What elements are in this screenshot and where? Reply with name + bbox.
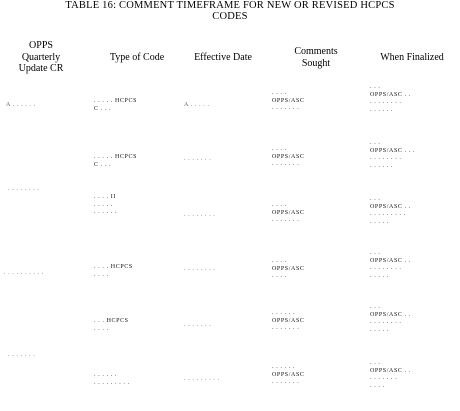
cell-finalized-row-2: . . . OPPS/ASC . . . . . . . . . . . . .… xyxy=(370,140,415,170)
cell-finalized-row-3-line-3: . . . . . . . . . xyxy=(370,211,406,217)
cell-type-row-6-line-1: . . . . . . xyxy=(94,372,118,378)
cell-type-row-2: . . . . . HCPCS C . . . xyxy=(94,154,137,169)
cell-opps-row-3: . . . . . . . . . . xyxy=(4,270,44,276)
cell-comments-row-2-line-2: OPPS/ASC xyxy=(272,153,305,160)
cell-effective-row-1: A . . . . . xyxy=(184,102,210,108)
cell-effective-row-4: . . . . . . . . xyxy=(184,266,216,272)
cell-comments-row-4-line-2: OPPS/ASC xyxy=(272,265,305,272)
cell-opps-row-2: . . . . . . . . xyxy=(8,186,40,192)
cell-finalized-row-1: . . . OPPS/ASC . . . . . . . . . . . . .… xyxy=(370,84,411,114)
cell-comments-row-6: . . . . . . OPPS/ASC . . . . . . . xyxy=(272,364,304,387)
cell-type-row-3-line-2: . . . . . xyxy=(94,201,113,208)
table-title-line-2: CODES xyxy=(212,11,248,22)
header-type-of-code: Type of Code xyxy=(109,52,165,63)
cell-comments-row-1-line-3: . . . . . . . xyxy=(272,105,300,111)
cell-comments-row-6-line-1: . . . . . . xyxy=(272,364,296,370)
cell-comments-row-4: . . . . OPPS/ASC . . . . xyxy=(272,258,304,281)
cell-comments-row-2-line-3: . . . . . . . xyxy=(272,161,300,167)
cell-finalized-row-5-line-2: OPPS/ASC . . xyxy=(370,311,411,318)
header-comments-line-2: Sought xyxy=(301,57,331,69)
cell-type-row-1-line-1: . . . . . HCPCS xyxy=(94,98,138,104)
cell-finalized-row-3-line-1: . . . xyxy=(370,196,381,202)
cell-type-row-4-line-2: . . . . xyxy=(94,271,109,278)
header-comments-sought: Comments Sought xyxy=(268,46,364,69)
header-opps-line-1: OPPS xyxy=(29,40,53,51)
cell-finalized-row-6-line-2: OPPS/ASC . . xyxy=(370,367,411,374)
cell-type-row-2-line-1: . . . . . HCPCS xyxy=(94,154,138,160)
header-effective-date: Effective Date xyxy=(194,52,252,63)
cell-finalized-row-3-line-4: . . . . . xyxy=(370,218,389,225)
cell-comments-row-1-line-1: . . . . xyxy=(272,90,287,96)
cell-effective-row-5: . . . . . . . xyxy=(184,322,212,328)
cell-finalized-row-3: . . . OPPS/ASC . . . . . . . . . . . . .… xyxy=(370,196,411,226)
header-opps-update-cr: OPPS Quarterly Update CR xyxy=(0,40,82,75)
cell-comments-row-5-line-3: . . . . . . . xyxy=(272,325,300,331)
cell-finalized-row-5-line-4: . . . . . xyxy=(370,326,389,333)
cell-comments-row-3-line-3: . . . . . . . xyxy=(272,217,300,223)
cell-comments-row-5-line-1: . . . . . . xyxy=(272,310,296,316)
cell-finalized-row-6-line-3: . . . . . . . xyxy=(370,375,398,381)
cell-finalized-row-5: . . . OPPS/ASC . . . . . . . . . . . . .… xyxy=(370,304,411,334)
cell-type-row-2-line-2: C . . . xyxy=(94,161,112,168)
cell-finalized-row-2-line-2: OPPS/ASC . . . xyxy=(370,147,416,154)
table-title: TABLE 16: COMMENT TIMEFRAME FOR NEW OR R… xyxy=(0,0,460,22)
cell-finalized-row-5-line-1: . . . xyxy=(370,304,381,310)
cell-finalized-row-3-line-2: OPPS/ASC . . xyxy=(370,203,411,210)
cell-effective-row-2: . . . . . . . xyxy=(184,156,212,162)
cell-type-row-1-line-2: C . . . xyxy=(94,105,112,112)
cell-finalized-row-6-line-1: . . . xyxy=(370,360,381,366)
cell-type-row-5-line-2: . . . . xyxy=(94,325,109,332)
cell-type-row-5: . . . HCPCS . . . . xyxy=(94,318,129,333)
cell-type-row-6-line-2: . . . . . . . . . xyxy=(94,379,130,386)
cell-finalized-row-4: . . . OPPS/ASC . . . . . . . . . . . . .… xyxy=(370,250,411,280)
cell-finalized-row-2-line-1: . . . xyxy=(370,140,381,146)
header-comments-line-1: Comments xyxy=(294,46,338,57)
cell-finalized-row-4-line-2: OPPS/ASC . . xyxy=(370,257,411,264)
cell-finalized-row-4-line-1: . . . xyxy=(370,250,381,256)
cell-type-row-4: . . . . HCPCS . . . . xyxy=(94,264,133,279)
cell-comments-row-1: . . . . OPPS/ASC . . . . . . . xyxy=(272,90,304,113)
cell-effective-row-6: . . . . . . . . . xyxy=(184,376,220,382)
cell-finalized-row-6: . . . OPPS/ASC . . . . . . . . . . . . . xyxy=(370,360,411,390)
cell-finalized-row-4-line-4: . . . . . xyxy=(370,272,389,279)
cell-comments-row-3-line-2: OPPS/ASC xyxy=(272,209,305,216)
cell-finalized-row-2-line-4: . . . . . . xyxy=(370,162,394,169)
cell-finalized-row-1-line-2: OPPS/ASC . . xyxy=(370,91,411,98)
header-when-finalized: When Finalized xyxy=(380,52,444,63)
cell-type-row-1: . . . . . HCPCS C . . . xyxy=(94,98,137,113)
cell-type-row-3-line-3: . . . . . . xyxy=(94,209,118,215)
cell-type-row-3-line-1: . . . . II xyxy=(94,194,116,200)
cell-comments-row-5-line-2: OPPS/ASC xyxy=(272,317,305,324)
cell-finalized-row-1-line-1: . . . xyxy=(370,84,381,90)
table-title-line-1: TABLE 16: COMMENT TIMEFRAME FOR NEW OR R… xyxy=(65,0,395,11)
cell-type-row-4-line-1: . . . . HCPCS xyxy=(94,264,133,270)
cell-type-row-3: . . . . II . . . . . . . . . . . xyxy=(94,194,117,217)
cell-comments-row-1-line-2: OPPS/ASC xyxy=(272,97,305,104)
cell-finalized-row-6-line-4: . . . . xyxy=(370,382,385,389)
cell-comments-row-6-line-3: . . . . . . . xyxy=(272,379,300,385)
cell-comments-row-6-line-2: OPPS/ASC xyxy=(272,371,305,378)
cell-type-row-6: . . . . . . . . . . . . . . . xyxy=(94,372,130,387)
cell-opps-row-4: . . . . . . . xyxy=(8,352,36,358)
cell-comments-row-4-line-3: . . . . xyxy=(272,273,287,279)
cell-comments-row-3: . . . . OPPS/ASC . . . . . . . xyxy=(272,202,304,225)
cell-finalized-row-5-line-3: . . . . . . . . xyxy=(370,319,402,325)
cell-comments-row-5: . . . . . . OPPS/ASC . . . . . . . xyxy=(272,310,304,333)
cell-effective-row-3: . . . . . . . . xyxy=(184,212,216,218)
cell-finalized-row-1-line-4: . . . . . . xyxy=(370,106,394,113)
cell-opps-row-1: A . . . . . . xyxy=(6,102,36,108)
header-opps-line-3: Update CR xyxy=(18,63,64,74)
cell-comments-row-3-line-1: . . . . xyxy=(272,202,287,208)
cell-finalized-row-2-line-3: . . . . . . . . xyxy=(370,155,402,161)
header-opps-line-2: Quarterly xyxy=(21,51,61,63)
cell-comments-row-2: . . . . OPPS/ASC . . . . . . . xyxy=(272,146,304,169)
cell-finalized-row-4-line-3: . . . . . . . . xyxy=(370,265,402,271)
cell-type-row-5-line-1: . . . HCPCS xyxy=(94,318,129,324)
cell-comments-row-4-line-1: . . . . xyxy=(272,258,287,264)
cell-finalized-row-1-line-3: . . . . . . . . xyxy=(370,99,402,105)
cell-comments-row-2-line-1: . . . . xyxy=(272,146,287,152)
